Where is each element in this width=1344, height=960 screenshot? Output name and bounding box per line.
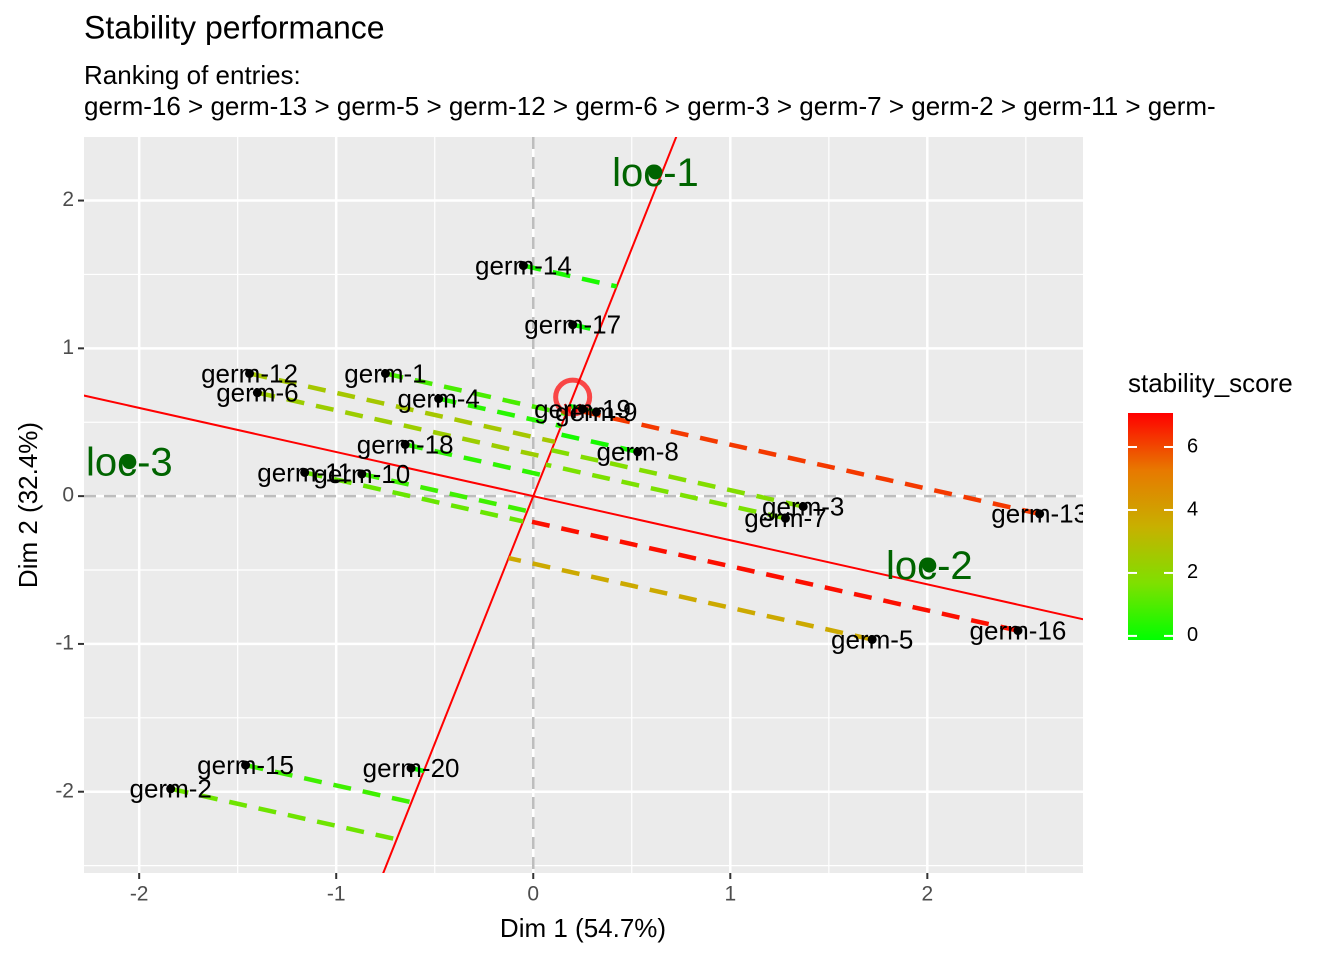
panel	[84, 137, 1083, 873]
colorbar-label: 2	[1187, 561, 1198, 583]
colorbar-label: 0	[1187, 624, 1198, 646]
subtitle: germ-16 > germ-13 > germ-5 > germ-12 > g…	[84, 91, 1216, 121]
genotype-label: germ-14	[475, 250, 572, 280]
legend: stability_score 0 2 4 6	[1128, 368, 1293, 646]
genotype-point	[252, 388, 262, 398]
y-tick-label: 2	[62, 188, 74, 211]
projection-line	[304, 470, 524, 524]
genotype-point	[1013, 626, 1023, 636]
projection-line	[249, 371, 556, 445]
genotype-label: germ-12	[201, 358, 298, 388]
x-axis-label: Dim 1 (54.7%)	[500, 913, 666, 943]
projection-line	[522, 263, 618, 289]
genotype-label: germ-20	[363, 753, 460, 783]
genotype-point	[245, 368, 255, 378]
genotype-point	[406, 763, 416, 773]
x-tick-label: 1	[724, 883, 736, 906]
y-tick-label: -1	[55, 631, 74, 654]
environment-point	[648, 165, 663, 180]
genotype-label: germ-10	[313, 459, 410, 489]
genotype-point	[434, 394, 444, 404]
projection-line	[545, 462, 786, 521]
genotype-point	[300, 467, 310, 477]
genotype-label: germ-5	[831, 624, 913, 654]
genotype-point	[241, 760, 251, 770]
projection-line	[256, 390, 549, 461]
average-environment	[553, 377, 593, 417]
x-tick-label: 2	[921, 883, 933, 906]
colorbar	[1128, 413, 1173, 640]
projection-line	[567, 406, 1041, 517]
colorbar-label: 6	[1187, 435, 1198, 457]
y-axis-label: Dim 2 (32.4%)	[13, 422, 43, 588]
projection-line	[404, 442, 543, 478]
projection-line	[572, 322, 600, 333]
genotype-label: germ-6	[216, 378, 298, 408]
genotype-label: germ-16	[970, 615, 1067, 645]
environment-label: loc-3	[86, 441, 173, 485]
environment-label: loc-1	[612, 151, 699, 195]
genotype-label: germ-11	[257, 457, 352, 487]
projection-line	[508, 555, 873, 642]
y-tick-label: 0	[62, 484, 74, 507]
genotype-point	[1035, 509, 1045, 519]
environment-point	[122, 455, 137, 470]
genotype-label: germ-13	[991, 499, 1088, 529]
genotype-label: germ-19	[534, 394, 631, 424]
y-tick-label: -2	[55, 779, 74, 802]
aec-ordinate	[84, 394, 1083, 621]
environment-label: loc-2	[886, 544, 973, 588]
projection-line	[557, 431, 639, 454]
y-tick-label: 1	[62, 336, 74, 359]
genotype-label: germ-2	[130, 774, 212, 804]
genotype-point	[380, 368, 390, 378]
axes: -2 -1 0 1 2 -2 -1 0 1 2	[55, 188, 933, 905]
genotype-point	[633, 447, 643, 457]
x-tick-label: -2	[130, 883, 149, 906]
genotype-point	[357, 469, 367, 479]
grid	[84, 137, 1083, 873]
genotype-label: germ-4	[397, 383, 479, 413]
projection-line	[170, 786, 398, 842]
projection-line	[523, 517, 1019, 633]
environment-point	[922, 558, 937, 573]
genotype-label: germ-15	[197, 750, 294, 780]
genotype-label: germ-17	[524, 310, 621, 340]
genotype-point	[568, 320, 578, 330]
projection-line	[438, 396, 562, 429]
genotype-label: germ-7	[744, 503, 826, 533]
genotype-point	[867, 634, 877, 644]
x-tick-label: -1	[327, 883, 346, 906]
genotype-point	[518, 261, 528, 271]
genotype-point	[798, 501, 808, 511]
genotype-label: germ-8	[597, 437, 679, 467]
genotype-label: germ-18	[357, 429, 454, 459]
projection-line	[551, 447, 804, 509]
genotype-point	[591, 407, 601, 417]
genotype-label: germ-3	[762, 491, 844, 521]
projection-line	[384, 371, 567, 417]
x-tick-label: 0	[527, 883, 539, 906]
legend-title: stability_score	[1128, 368, 1293, 398]
genotype-point	[400, 439, 410, 449]
genotype-point	[578, 404, 588, 414]
colorbar-label: 4	[1187, 498, 1198, 520]
subtitle: Ranking of entries:	[84, 60, 301, 90]
genotype-label: germ-9	[555, 397, 637, 427]
genotype-point	[780, 513, 790, 523]
genotype-point	[166, 784, 176, 794]
genotype-label: germ-1	[344, 358, 426, 388]
chart-title: Stability performance	[84, 9, 385, 45]
average-environment-arrow	[563, 403, 582, 418]
